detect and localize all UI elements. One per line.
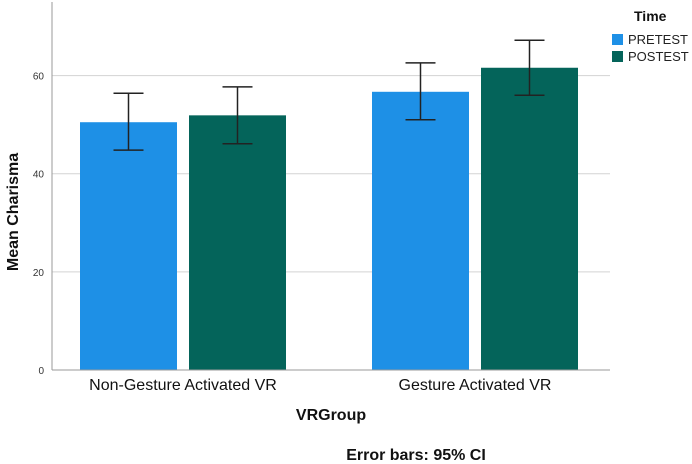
error-bars-note: Error bars: 95% CI xyxy=(346,447,486,464)
legend-swatch xyxy=(612,51,623,62)
legend: Time PRETEST POSTEST xyxy=(612,8,689,64)
bar-pretest xyxy=(372,91,469,371)
legend-items: PRETEST POSTEST xyxy=(612,32,689,64)
bar-pretest xyxy=(80,122,177,370)
x-category-label: Non-Gesture Activated VR xyxy=(89,377,277,394)
y-tick-labels: 0 20 40 60 xyxy=(33,72,45,377)
x-category-labels: Non-Gesture Activated VR Gesture Activate… xyxy=(89,377,551,394)
y-tick-label: 60 xyxy=(33,72,45,83)
legend-label: PRETEST xyxy=(628,32,688,47)
y-tick-label: 40 xyxy=(33,170,45,181)
y-tick-label: 20 xyxy=(33,268,45,279)
legend-swatch xyxy=(612,34,623,45)
error-bars xyxy=(113,39,545,151)
legend-label: POSTEST xyxy=(628,49,689,64)
x-category-label: Gesture Activated VR xyxy=(399,377,552,394)
y-axis-title: Mean Charisma xyxy=(5,153,22,271)
bar-postest xyxy=(481,67,578,371)
legend-title: Time xyxy=(634,8,667,24)
x-axis-title: VRGroup xyxy=(296,407,366,424)
bars xyxy=(80,67,578,371)
y-tick-label: 0 xyxy=(38,366,44,377)
bar-postest xyxy=(189,115,286,371)
